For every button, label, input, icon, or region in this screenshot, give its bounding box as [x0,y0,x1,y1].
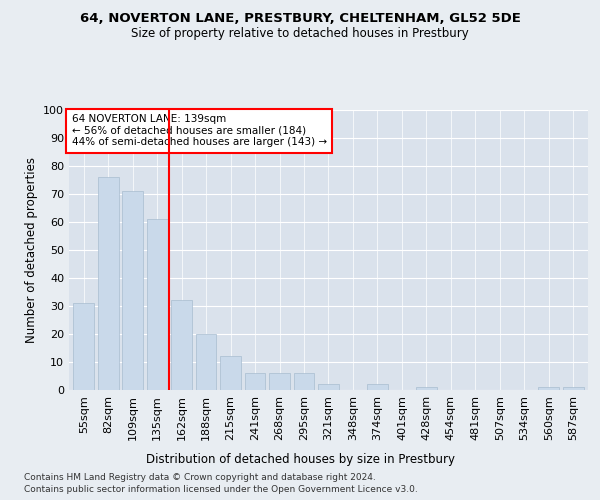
Bar [293,373,314,390]
Bar [73,303,94,390]
Bar [318,384,339,390]
Bar [122,191,143,390]
Bar [269,373,290,390]
Bar [245,373,265,390]
Bar [220,356,241,390]
Bar [196,334,217,390]
Bar [416,387,437,390]
Bar [147,219,167,390]
Text: 64, NOVERTON LANE, PRESTBURY, CHELTENHAM, GL52 5DE: 64, NOVERTON LANE, PRESTBURY, CHELTENHAM… [80,12,520,26]
Text: Contains HM Land Registry data © Crown copyright and database right 2024.: Contains HM Land Registry data © Crown c… [24,472,376,482]
Text: 64 NOVERTON LANE: 139sqm
← 56% of detached houses are smaller (184)
44% of semi-: 64 NOVERTON LANE: 139sqm ← 56% of detach… [71,114,327,148]
Bar [98,177,119,390]
Bar [563,387,584,390]
Text: Size of property relative to detached houses in Prestbury: Size of property relative to detached ho… [131,28,469,40]
Bar [171,300,192,390]
Bar [367,384,388,390]
Y-axis label: Number of detached properties: Number of detached properties [25,157,38,343]
Text: Contains public sector information licensed under the Open Government Licence v3: Contains public sector information licen… [24,485,418,494]
Text: Distribution of detached houses by size in Prestbury: Distribution of detached houses by size … [146,452,455,466]
Bar [538,387,559,390]
